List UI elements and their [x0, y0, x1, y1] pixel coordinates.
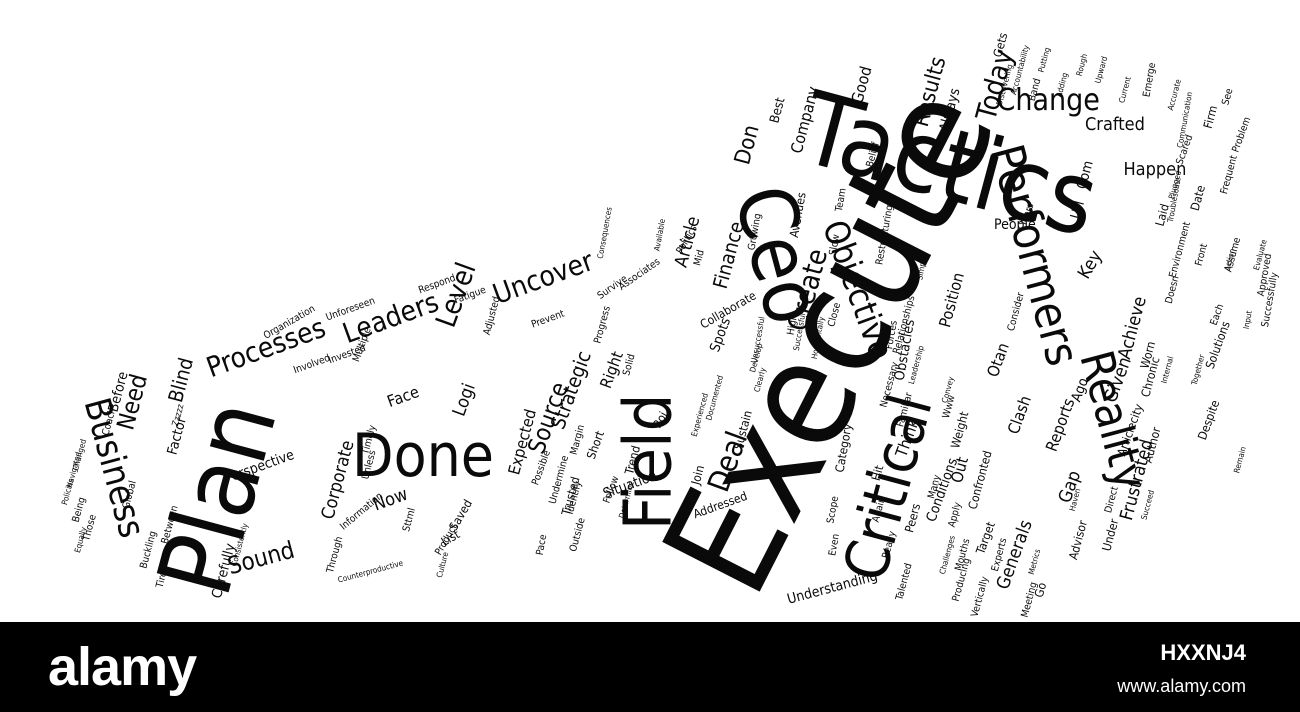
cloud-word: Uncover [488, 244, 598, 311]
cloud-word: Metrics [1026, 548, 1043, 576]
cloud-word: Despite [1194, 398, 1222, 442]
alamy-logo: alamy [48, 637, 197, 697]
cloud-word: Short [583, 428, 607, 462]
cloud-word: Change [996, 83, 1100, 118]
cloud-word: Input [1241, 309, 1254, 330]
word-cloud: Execute Tactics Plan Ceo Field Critical Done Pe… [60, 31, 1280, 620]
cloud-word: Margin [568, 423, 587, 457]
cloud-word: Frequent [1218, 154, 1240, 196]
cloud-word: Vertically [969, 575, 991, 619]
cloud-word: Apply [946, 501, 964, 529]
cloud-word: Processes [201, 310, 330, 385]
cloud-word: Consequences [595, 206, 614, 260]
cloud-word: Done [352, 421, 495, 491]
cloud-word: Counterproductive [336, 558, 404, 585]
cloud-word: Date [1187, 183, 1209, 213]
cloud-word: Possible [530, 448, 553, 487]
cloud-word: Outside [567, 516, 588, 554]
watermark-bar: alamy HXXNJ4 www.alamy.com [0, 622, 1300, 712]
cloud-word: People [994, 217, 1036, 233]
cloud-word: Prevent [529, 308, 567, 331]
cloud-word: Problem [1229, 115, 1253, 154]
cloud-word: Available [652, 218, 667, 252]
cloud-word: Together [1189, 353, 1207, 387]
cloud-word: Sttml [401, 506, 418, 533]
cloud-word: Mid [692, 248, 707, 268]
cloud-word: Internal [1159, 355, 1176, 385]
cloud-word: Putting [1036, 46, 1052, 74]
cloud-word: Clash [1003, 393, 1035, 437]
cloud-word: Crafted [1085, 114, 1145, 135]
cloud-word: Firm [1200, 104, 1220, 130]
cloud-word: Remain [1231, 445, 1248, 475]
cloud-word: Face [384, 382, 422, 411]
cloud-word: Advisor [1066, 518, 1090, 562]
stock-url: www.alamy.com [1117, 676, 1246, 696]
cloud-word: Emerge [1140, 61, 1158, 98]
cloud-word: Happen [1123, 159, 1187, 180]
cloud-word: Progress [592, 304, 613, 345]
stock-id: HXXNJ4 [1160, 640, 1246, 665]
cloud-word: Otan [982, 340, 1013, 380]
cloud-word: Solutions [1202, 319, 1233, 371]
cloud-word: Best [767, 95, 789, 125]
cloud-word: Upward [1093, 55, 1110, 85]
cloud-word: Target [972, 520, 998, 556]
cloud-word: Culture [434, 551, 451, 579]
cloud-word: Under [1098, 517, 1121, 553]
cloud-word: Hit [868, 463, 886, 483]
cloud-word: Front [1193, 242, 1210, 268]
cloud-word: See [1219, 87, 1235, 107]
cloud-word: Pace [534, 533, 549, 557]
cloud-word: Adjusted [481, 295, 503, 337]
cloud-word: Environment [1166, 220, 1193, 280]
cloud-word: Meeting [1019, 580, 1040, 619]
cloud-word: Accurate [1165, 78, 1183, 112]
cloud-word: Involved [292, 352, 332, 377]
cloud-word: Doesn [1163, 274, 1182, 305]
cloud-word: Current [1116, 75, 1133, 105]
cloud-word: Through [324, 535, 345, 575]
cloud-word: Don [730, 122, 765, 168]
cloud-word: Out [947, 454, 973, 485]
cloud-word: Logi [448, 380, 480, 420]
cloud-word: Leaders [337, 285, 443, 351]
cloud-word: Reports [1041, 395, 1078, 454]
cloud-word: Rough [1074, 52, 1089, 78]
